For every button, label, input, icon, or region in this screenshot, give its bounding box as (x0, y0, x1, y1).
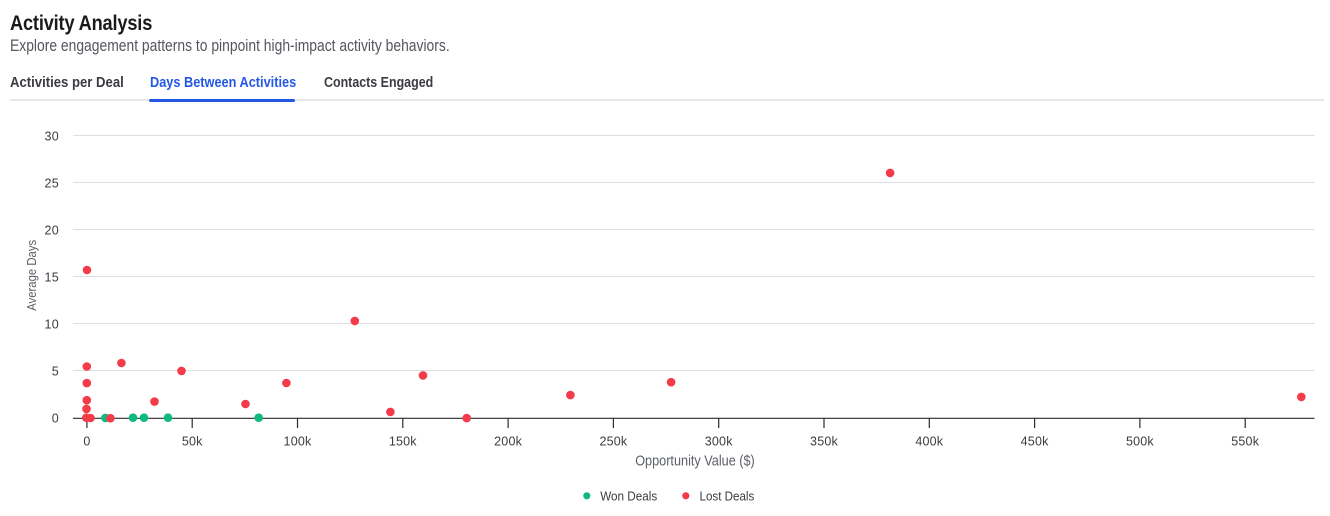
svg-text:0: 0 (52, 412, 59, 426)
svg-text:500k: 500k (1126, 435, 1154, 449)
svg-text:250k: 250k (599, 435, 627, 449)
svg-text:Opportunity Value ($): Opportunity Value ($) (635, 453, 755, 469)
svg-text:25: 25 (44, 176, 59, 190)
svg-text:450k: 450k (1021, 435, 1049, 449)
svg-text:300k: 300k (705, 435, 733, 449)
svg-text:5: 5 (52, 365, 59, 379)
svg-text:150k: 150k (389, 435, 417, 449)
svg-text:100k: 100k (284, 435, 312, 449)
svg-text:20: 20 (44, 223, 59, 237)
svg-text:Won Deals: Won Deals (600, 488, 657, 503)
svg-text:Lost Deals: Lost Deals (700, 488, 755, 503)
svg-text:30: 30 (44, 129, 59, 143)
svg-text:550k: 550k (1231, 435, 1259, 449)
svg-text:Average Days: Average Days (25, 240, 39, 311)
svg-text:15: 15 (44, 271, 59, 285)
svg-text:10: 10 (44, 318, 59, 332)
svg-text:200k: 200k (494, 435, 522, 449)
svg-text:350k: 350k (810, 435, 838, 449)
svg-text:50k: 50k (182, 435, 203, 449)
svg-text:400k: 400k (915, 435, 943, 449)
svg-text:0: 0 (83, 435, 90, 449)
